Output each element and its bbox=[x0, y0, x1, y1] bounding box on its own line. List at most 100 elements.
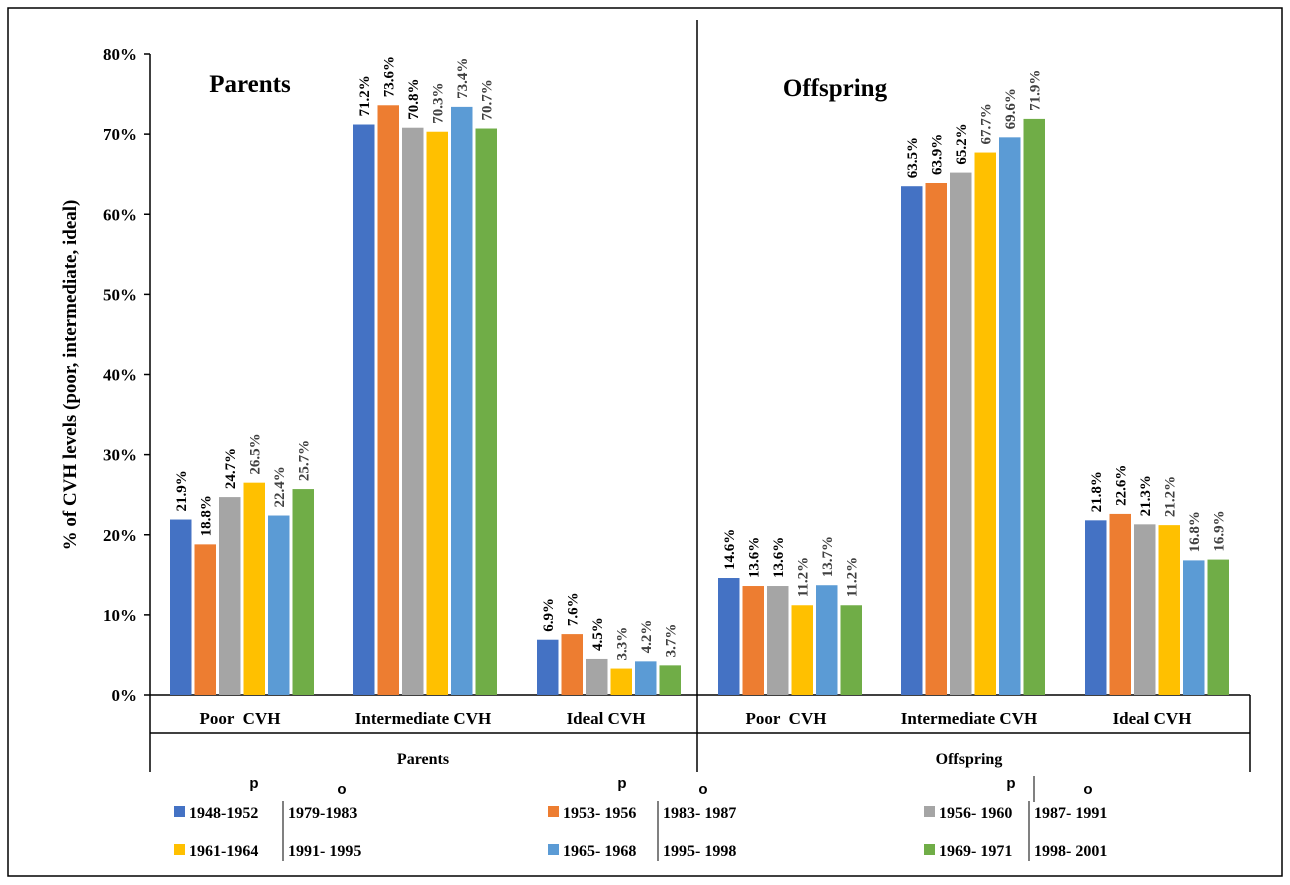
data-label-offspring-cat2-series5: 69.6% bbox=[1003, 88, 1019, 129]
legend: p o p o p o 1948-1952 1979-1983 1953- 19… bbox=[174, 775, 1107, 861]
y-tick-label: 20% bbox=[103, 526, 137, 545]
bar-parents-cat1-series5 bbox=[268, 515, 290, 695]
legend-parents-range-6: 1969- 1971 bbox=[939, 843, 1012, 860]
data-label-parents-cat1-series4: 26.5% bbox=[247, 433, 263, 474]
data-label-parents-cat1-series2: 18.8% bbox=[198, 495, 214, 536]
legend-swatch-3 bbox=[924, 806, 935, 817]
legend-p-header-3: p bbox=[1006, 775, 1015, 792]
bar-offspring-cat2-series1 bbox=[901, 186, 923, 696]
data-label-offspring-cat3-series6: 16.9% bbox=[1211, 510, 1227, 551]
data-label-offspring-cat3-series3: 21.3% bbox=[1138, 475, 1154, 516]
bar-parents-cat1-series6 bbox=[292, 489, 314, 695]
bar-parents-cat2-series6 bbox=[475, 128, 497, 696]
data-label-offspring-cat1-series2: 13.6% bbox=[746, 537, 762, 578]
category-label-parents-poor: Poor CVH bbox=[200, 709, 281, 728]
group-label-parents: Parents bbox=[397, 751, 449, 768]
bar-offspring-cat3-series4 bbox=[1158, 525, 1180, 695]
data-label-parents-cat2-series6: 70.7% bbox=[479, 79, 495, 120]
bar-parents-cat3-series1 bbox=[537, 639, 559, 695]
bar-offspring-cat1-series4 bbox=[791, 605, 813, 695]
category-label-parents-intermediate: Intermediate CVH bbox=[355, 709, 491, 728]
legend-offspring-range-3: 1987- 1991 bbox=[1034, 805, 1107, 822]
data-label-offspring-cat2-series4: 67.7% bbox=[978, 103, 994, 144]
data-label-offspring-cat1-series3: 13.6% bbox=[771, 537, 787, 578]
data-label-offspring-cat1-series5: 13.7% bbox=[820, 536, 836, 577]
data-label-parents-cat3-series2: 7.6% bbox=[565, 592, 581, 626]
y-tick-label: 30% bbox=[103, 446, 137, 465]
bar-offspring-cat1-series3 bbox=[767, 586, 789, 695]
data-label-parents-cat3-series6: 3.7% bbox=[663, 624, 679, 658]
data-label-offspring-cat3-series1: 21.8% bbox=[1089, 471, 1105, 512]
legend-offspring-range-4: 1991- 1995 bbox=[288, 843, 361, 860]
bar-parents-cat3-series2 bbox=[561, 634, 583, 695]
bar-parents-cat1-series3 bbox=[219, 497, 241, 695]
data-label-offspring-cat2-series1: 63.5% bbox=[905, 137, 921, 178]
bar-parents-cat2-series3 bbox=[402, 127, 424, 696]
legend-offspring-range-6: 1998- 2001 bbox=[1034, 843, 1107, 860]
data-label-parents-cat3-series3: 4.5% bbox=[590, 617, 606, 651]
bar-parents-cat1-series4 bbox=[243, 482, 265, 695]
data-label-offspring-cat2-series6: 71.9% bbox=[1027, 70, 1043, 111]
bar-offspring-cat3-series6 bbox=[1207, 559, 1229, 695]
data-label-offspring-cat3-series2: 22.6% bbox=[1113, 465, 1129, 506]
data-label-parents-cat2-series5: 73.4% bbox=[455, 58, 471, 99]
legend-parents-range-4: 1961-1964 bbox=[189, 843, 258, 860]
bar-parents-cat2-series2 bbox=[377, 105, 399, 695]
legend-swatch-2 bbox=[548, 806, 559, 817]
bar-parents-cat3-series5 bbox=[635, 661, 657, 695]
data-label-offspring-cat2-series2: 63.9% bbox=[929, 134, 945, 175]
y-tick-label: 50% bbox=[103, 285, 137, 304]
data-label-offspring-cat1-series6: 11.2% bbox=[844, 557, 860, 597]
bar-offspring-cat1-series2 bbox=[742, 586, 764, 695]
data-label-parents-cat1-series1: 21.9% bbox=[174, 470, 190, 511]
legend-p-header-2: p bbox=[617, 775, 626, 792]
data-label-parents-cat2-series1: 71.2% bbox=[357, 75, 373, 116]
bar-offspring-cat2-series4 bbox=[974, 152, 996, 695]
data-label-parents-cat1-series3: 24.7% bbox=[223, 448, 239, 489]
bar-offspring-cat2-series5 bbox=[999, 137, 1021, 695]
legend-swatch-6 bbox=[924, 844, 935, 855]
data-label-parents-cat2-series3: 70.8% bbox=[406, 78, 422, 119]
data-label-offspring-cat1-series4: 11.2% bbox=[795, 557, 811, 597]
legend-offspring-range-5: 1995- 1998 bbox=[663, 843, 736, 860]
data-label-offspring-cat1-series1: 14.6% bbox=[722, 529, 738, 570]
legend-swatch-1 bbox=[174, 806, 185, 817]
data-label-parents-cat1-series5: 22.4% bbox=[272, 466, 288, 507]
data-label-offspring-cat3-series5: 16.8% bbox=[1187, 511, 1203, 552]
category-label-offspring-poor: Poor CVH bbox=[746, 709, 827, 728]
data-label-parents-cat1-series6: 25.7% bbox=[296, 440, 312, 481]
legend-o-header-1: o bbox=[337, 781, 346, 798]
legend-p-header-1: p bbox=[249, 775, 258, 792]
data-label-parents-cat3-series5: 4.2% bbox=[639, 620, 655, 654]
y-axis-label: % of CVH levels (poor, intermediate, ide… bbox=[60, 200, 81, 551]
bars bbox=[170, 105, 1229, 696]
y-axis-ticks: 0% 10% 20% 30% 40% 50% 60% 70% 80% bbox=[103, 45, 150, 705]
y-tick-label: 40% bbox=[103, 366, 137, 385]
bar-parents-cat3-series3 bbox=[586, 658, 608, 695]
bar-parents-cat2-series1 bbox=[353, 124, 375, 695]
bar-offspring-cat2-series2 bbox=[925, 183, 947, 695]
bar-offspring-cat1-series6 bbox=[840, 605, 862, 695]
y-tick-label: 70% bbox=[103, 125, 137, 144]
bar-parents-cat3-series4 bbox=[610, 668, 632, 695]
legend-parents-range-3: 1956- 1960 bbox=[939, 805, 1012, 822]
bar-offspring-cat1-series1 bbox=[718, 578, 740, 695]
bar-offspring-cat3-series1 bbox=[1085, 520, 1107, 695]
legend-parents-range-1: 1948-1952 bbox=[189, 805, 258, 822]
bar-offspring-cat2-series3 bbox=[950, 172, 972, 695]
bar-offspring-cat1-series5 bbox=[816, 585, 838, 695]
legend-offspring-range-2: 1983- 1987 bbox=[663, 805, 736, 822]
data-label-parents-cat2-series2: 73.6% bbox=[381, 56, 397, 97]
bar-parents-cat3-series6 bbox=[659, 665, 681, 695]
data-labels: 21.9% 71.2% 6.9% 18.8% 73.6% 7.6% 24.7% 70.8% 4.… bbox=[174, 56, 1228, 661]
y-tick-label: 60% bbox=[103, 205, 137, 224]
legend-swatch-4 bbox=[174, 844, 185, 855]
legend-offspring-range-1: 1979-1983 bbox=[288, 805, 357, 822]
data-label-parents-cat2-series4: 70.3% bbox=[430, 82, 446, 123]
legend-o-header-3: o bbox=[1083, 781, 1092, 798]
category-label-offspring-intermediate: Intermediate CVH bbox=[901, 709, 1037, 728]
legend-parents-range-2: 1953- 1956 bbox=[563, 805, 636, 822]
panel-title-offspring: Offspring bbox=[783, 75, 888, 102]
category-label-offspring-ideal: Ideal CVH bbox=[1113, 709, 1192, 728]
